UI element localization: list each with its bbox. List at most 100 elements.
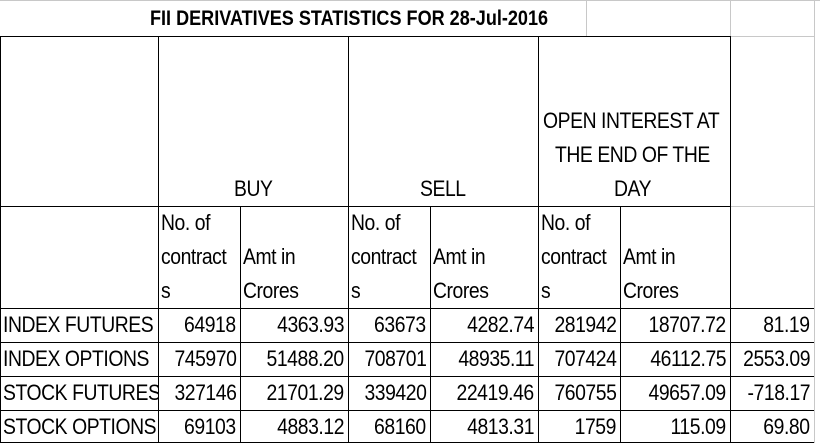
oi-amount-cell-text: 46112.75 — [650, 346, 726, 371]
row-label-text: STOCK OPTIONS — [3, 414, 157, 439]
sell-amount-cell-text: 22419.46 — [456, 380, 535, 405]
subheader-line: Amt in — [433, 244, 486, 269]
sell-amount-cell[interactable]: 4282.74 — [430, 308, 538, 342]
oi-amount-cell[interactable]: 46112.75 — [620, 342, 730, 376]
buy-amount-cell[interactable]: 51488.20 — [240, 342, 348, 376]
grid-line — [730, 0, 731, 36]
oi-amount-cell-text: 115.09 — [670, 414, 727, 439]
buy-amount-cell-text: 4363.93 — [277, 312, 344, 337]
sell-header: SELL — [348, 172, 538, 206]
subheader-line: No. of — [351, 210, 401, 235]
oi-amount-cell-text: 18707.72 — [648, 312, 727, 337]
subheader-line: s — [161, 278, 171, 303]
sell-contracts-cell[interactable]: 708701 — [348, 342, 430, 376]
buy-amount-header: Amt in Crores — [240, 206, 348, 308]
oi-amount-cell[interactable]: 115.09 — [620, 410, 730, 444]
sell-contracts-cell[interactable]: 68160 — [348, 410, 430, 444]
oi-contracts-cell[interactable]: 760755 — [538, 376, 620, 410]
buy-amount-cell-text: 51488.20 — [266, 346, 345, 371]
net-value-cell-text: 69.80 — [763, 414, 811, 439]
sell-amount-cell-text: 48935.11 — [458, 346, 534, 371]
border-line — [0, 376, 814, 377]
row-label[interactable]: STOCK OPTIONS — [0, 410, 158, 444]
buy-amount-cell[interactable]: 21701.29 — [240, 376, 348, 410]
grid-line — [0, 0, 820, 1]
border-line — [620, 206, 621, 443]
oi-amount-header: Amt in Crores — [620, 206, 730, 308]
subheader-line: Amt in — [623, 244, 676, 269]
buy-contracts-cell-text: 745970 — [174, 346, 236, 371]
border-line — [240, 206, 241, 443]
grid-line — [586, 0, 587, 36]
buy-contracts-header: No. of contract s — [158, 206, 240, 308]
row-label[interactable]: INDEX OPTIONS — [0, 342, 158, 376]
subheader-line: Amt in — [243, 244, 296, 269]
net-value-cell-text: 81.19 — [763, 312, 811, 337]
sell-amount-cell[interactable]: 22419.46 — [430, 376, 538, 410]
open-interest-header: OPEN INTEREST AT THE END OF THE DAY — [538, 104, 730, 206]
sheet-title-text: FII DERIVATIVES STATISTICS FOR 28-Jul-20… — [150, 7, 549, 30]
buy-contracts-cell-text: 64918 — [184, 312, 236, 337]
oi-amount-cell[interactable]: 18707.72 — [620, 308, 730, 342]
oi-contracts-cell[interactable]: 1759 — [538, 410, 620, 444]
buy-amount-cell[interactable]: 4883.12 — [240, 410, 348, 444]
buy-header: BUY — [158, 172, 348, 206]
buy-header-text: BUY — [234, 176, 273, 201]
oi-contracts-cell[interactable]: 281942 — [538, 308, 620, 342]
net-value-cell[interactable]: 2553.09 — [730, 342, 814, 376]
oi-contracts-cell[interactable]: 707424 — [538, 342, 620, 376]
row-label[interactable]: INDEX FUTURES — [0, 308, 158, 342]
border-line — [158, 36, 159, 443]
subheader-line: No. of — [161, 210, 211, 235]
sell-amount-header: Amt in Crores — [430, 206, 538, 308]
buy-amount-cell[interactable]: 4363.93 — [240, 308, 348, 342]
net-value-cell[interactable]: 69.80 — [730, 410, 814, 444]
buy-contracts-cell-text: 69103 — [184, 414, 236, 439]
sell-amount-cell[interactable]: 48935.11 — [430, 342, 538, 376]
buy-amount-cell-text: 21701.29 — [266, 380, 345, 405]
oi-amount-cell-text: 49657.09 — [648, 380, 727, 405]
border-line — [0, 342, 814, 343]
subheader-line: contract — [161, 244, 227, 269]
net-value-cell-text: -718.17 — [747, 380, 810, 405]
border-line — [430, 206, 431, 443]
oi-contracts-header: No. of contract s — [538, 206, 620, 308]
sell-amount-cell[interactable]: 4813.31 — [430, 410, 538, 444]
subheader-line: Crores — [433, 278, 489, 303]
subheader-line: contract — [351, 244, 417, 269]
oi-header-line2: THE END OF THE — [555, 142, 710, 167]
sell-header-text: SELL — [420, 176, 466, 201]
oi-contracts-cell-text: 707424 — [554, 346, 616, 371]
subheader-line: s — [541, 278, 551, 303]
row-label-text: STOCK FUTURES — [3, 380, 158, 405]
net-value-cell[interactable]: -718.17 — [730, 376, 814, 410]
sell-contracts-cell[interactable]: 63673 — [348, 308, 430, 342]
subheader-line: Crores — [623, 278, 679, 303]
border-line — [348, 36, 349, 443]
subheader-line: contract — [541, 244, 607, 269]
buy-contracts-cell[interactable]: 327146 — [158, 376, 240, 410]
buy-contracts-cell[interactable]: 69103 — [158, 410, 240, 444]
net-value-cell-text: 2553.09 — [743, 346, 810, 371]
buy-amount-cell-text: 4883.12 — [277, 414, 344, 439]
border-line — [0, 410, 814, 411]
row-label-text: INDEX FUTURES — [3, 312, 154, 337]
sell-contracts-cell-text: 708701 — [364, 346, 426, 371]
border-line — [0, 36, 731, 37]
border-line — [730, 36, 731, 443]
oi-amount-cell[interactable]: 49657.09 — [620, 376, 730, 410]
oi-header-line3: DAY — [614, 176, 652, 201]
sell-contracts-cell-text: 68160 — [374, 414, 426, 439]
row-label-text: INDEX OPTIONS — [3, 346, 149, 371]
buy-contracts-cell[interactable]: 64918 — [158, 308, 240, 342]
sell-contracts-cell-text: 63673 — [374, 312, 426, 337]
buy-contracts-cell[interactable]: 745970 — [158, 342, 240, 376]
oi-header-line1: OPEN INTEREST AT — [543, 108, 720, 133]
sell-contracts-cell-text: 339420 — [364, 380, 426, 405]
sell-contracts-cell[interactable]: 339420 — [348, 376, 430, 410]
net-value-cell[interactable]: 81.19 — [730, 308, 814, 342]
border-line — [0, 36, 1, 443]
row-label[interactable]: STOCK FUTURES — [0, 376, 158, 410]
grid-line — [730, 36, 814, 37]
border-line — [0, 308, 814, 309]
